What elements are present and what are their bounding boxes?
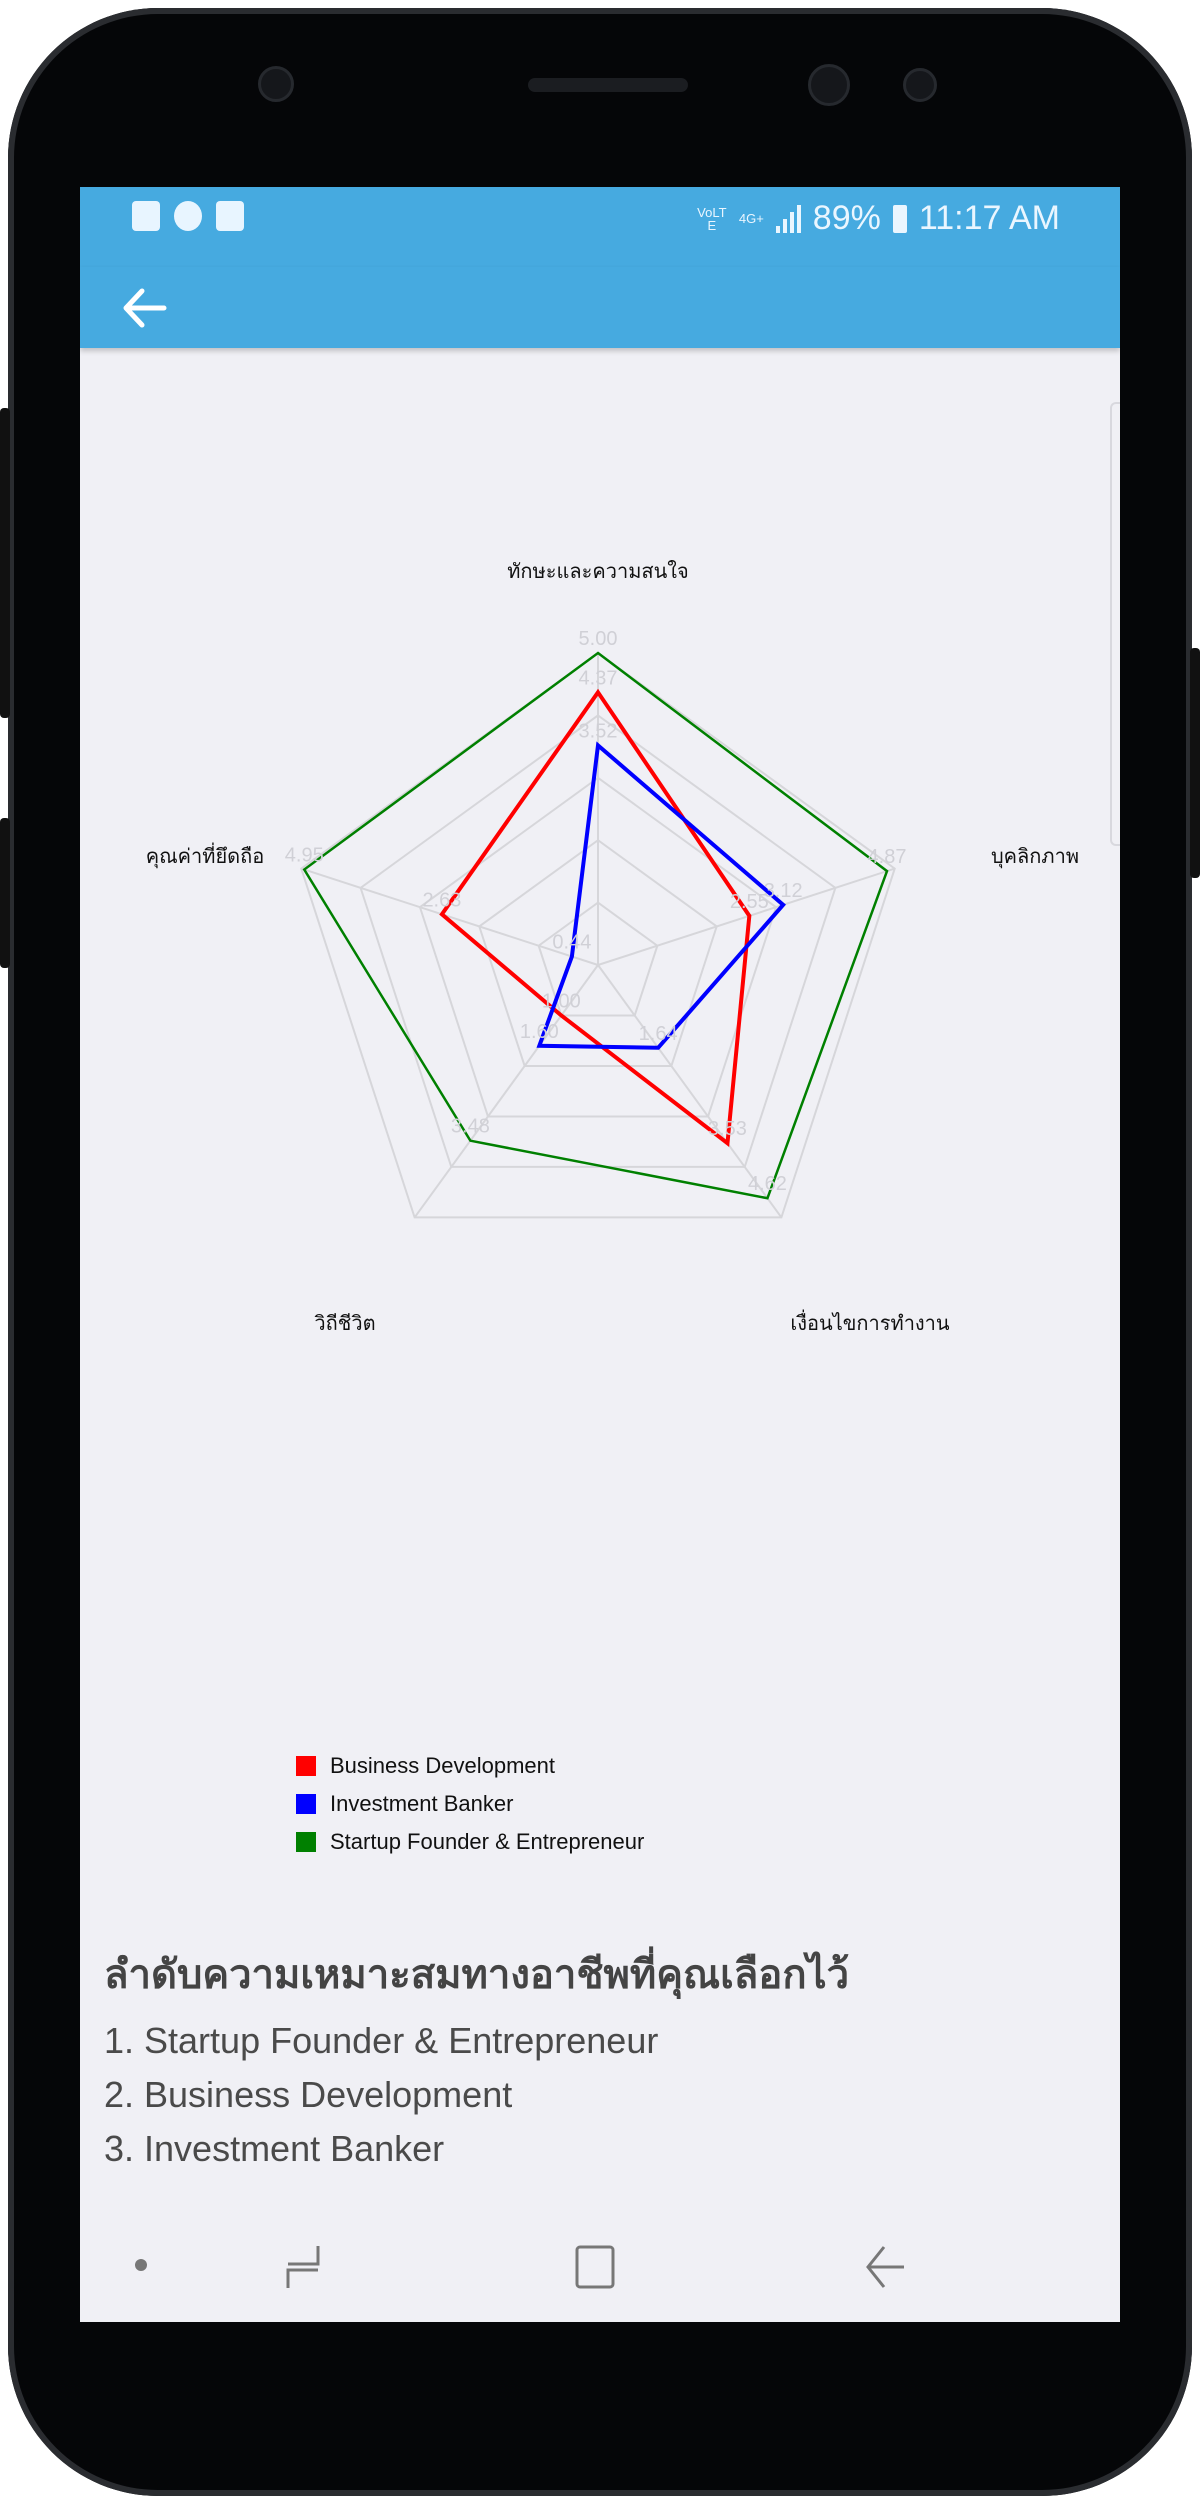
legend-swatch <box>296 1832 316 1852</box>
chart-legend: Business Development Investment Banker S… <box>296 1747 644 1861</box>
grid-spoke <box>597 867 896 966</box>
data-label: 5.00 <box>579 628 618 650</box>
grid-ring <box>537 901 659 1017</box>
series-line <box>536 741 786 1050</box>
legend-label: Startup Founder & Entrepreneur <box>330 1829 645 1854</box>
ranking-item: 3. Investment Banker <box>104 2128 445 2169</box>
back-icon[interactable] <box>860 2242 910 2292</box>
ranking-item: 1. Startup Founder & Entrepreneur <box>104 2020 659 2061</box>
axis-label: บุคลิกภาพ <box>990 846 1080 868</box>
data-label: 4.95 <box>285 845 324 867</box>
data-label: 3.12 <box>764 880 803 902</box>
volte-indicator: VoLTE <box>697 204 727 233</box>
data-label: 1.00 <box>542 990 581 1012</box>
legend-item[interactable]: Startup Founder & Entrepreneur <box>296 1823 644 1861</box>
data-label: 3.52 <box>579 720 618 742</box>
axis-label: ทักษะและความสนใจ <box>507 561 689 583</box>
clock: 11:17 AM <box>918 199 1060 237</box>
grid-spoke <box>300 867 599 966</box>
axis-label: คุณค่าที่ยึดถือ <box>145 846 265 868</box>
app-bar <box>80 267 1120 348</box>
volume-button <box>0 408 10 718</box>
status-bar: VoLTE 4G+ 89% 11:17 AM <box>80 187 1120 267</box>
data-label: 0.44 <box>552 932 591 954</box>
arrow-left-icon[interactable] <box>120 285 170 331</box>
career-ranking: ลำดับความเหมาะสมทางอาชีพที่คุณเลือกไว้ 1… <box>104 1942 849 2176</box>
message-icon <box>132 201 160 231</box>
legend-swatch <box>296 1756 316 1776</box>
signal-icon <box>775 204 801 233</box>
legend-label: Investment Banker <box>330 1791 514 1816</box>
dot-icon[interactable] <box>135 2259 147 2271</box>
screen: VoLTE 4G+ 89% 11:17 AM 4.37 2.55 3.53 1.00 2… <box>80 187 1120 2322</box>
series-line <box>302 651 889 1200</box>
axis-label: วิถีชีวิต <box>314 1313 376 1335</box>
iris-sensor <box>903 68 937 102</box>
data-label: 3.53 <box>708 1118 747 1140</box>
data-label: 2.63 <box>422 889 461 911</box>
line-icon <box>174 201 202 231</box>
power-button <box>1190 648 1200 878</box>
navigation-bar <box>80 2217 1120 2317</box>
bixby-button <box>0 818 10 968</box>
axis-label: เงื่อนไขการทำงาน <box>790 1313 950 1335</box>
legend-item[interactable]: Investment Banker <box>296 1785 644 1823</box>
battery-percent: 89% <box>812 199 881 237</box>
sensor <box>258 66 294 102</box>
battery-icon <box>892 204 907 233</box>
ranking-title: ลำดับความเหมาะสมทางอาชีพที่คุณเลือกไว้ <box>104 1953 850 1997</box>
grid-ring <box>418 776 778 1118</box>
earpiece-speaker <box>528 78 688 92</box>
grid-spoke <box>413 964 599 1219</box>
data-label: 4.37 <box>579 667 618 689</box>
home-icon[interactable] <box>570 2242 620 2292</box>
grid-ring <box>300 651 896 1219</box>
ranking-item: 2. Business Development <box>104 2074 513 2115</box>
grid-spoke <box>597 964 783 1219</box>
data-label: 4.87 <box>868 846 907 868</box>
radar-chart: 4.37 2.55 3.53 1.00 2.63 3.52 3.12 1.64 1.60 0.44… <box>285 628 907 1219</box>
network-indicator: 4G+ <box>738 211 764 226</box>
data-label: 1.60 <box>520 1021 559 1043</box>
data-label: 4.62 <box>748 1173 787 1195</box>
front-camera <box>808 64 850 106</box>
recents-icon[interactable] <box>280 2242 330 2292</box>
legend-label: Business Development <box>330 1753 556 1778</box>
data-label: 2.55 <box>730 891 769 913</box>
legend-swatch <box>296 1794 316 1814</box>
grid-ring <box>359 714 837 1168</box>
legend-item[interactable]: Business Development <box>296 1747 644 1785</box>
calendar-icon <box>216 201 244 231</box>
data-label: 3.48 <box>451 1116 490 1138</box>
scrollbar[interactable] <box>1110 402 1120 846</box>
data-label: 1.64 <box>639 1023 678 1045</box>
grid-ring <box>478 838 718 1067</box>
series-line <box>439 688 752 1147</box>
